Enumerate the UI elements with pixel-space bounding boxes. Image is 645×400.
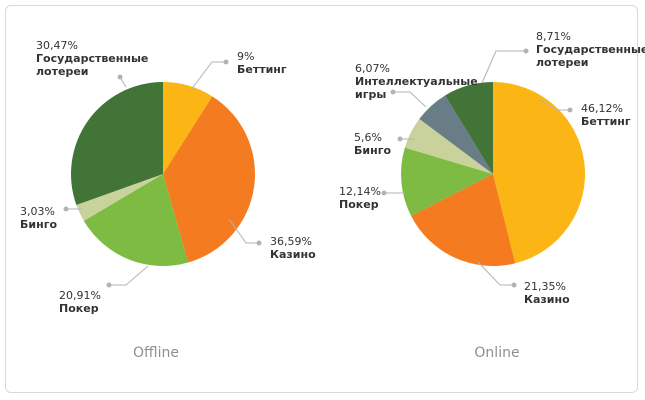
slice-label: 9%Беттинг xyxy=(190,50,287,91)
slice-percent-label: 9% xyxy=(237,50,254,63)
slice-category-label: Беттинг xyxy=(581,115,631,128)
chart-caption: Online xyxy=(474,345,519,361)
leader-dot xyxy=(381,190,387,196)
slice-category-label: лотереи xyxy=(36,65,89,78)
slice-percent-label: 30,47% xyxy=(36,39,78,52)
leader-line xyxy=(393,91,427,108)
pie-chart-online: 46,12%Беттинг 21,35%Казино 12,14%Покер 5,6%… xyxy=(339,30,645,361)
pie-slice xyxy=(70,82,163,205)
slice-label: 20,91%Покер xyxy=(59,265,149,315)
slice-label: 5,6%Бинго xyxy=(354,131,414,157)
slice-percent-label: 12,14% xyxy=(339,185,381,198)
leader-dot xyxy=(511,282,517,288)
slice-category-label: Государственные xyxy=(536,43,645,56)
leader-dot xyxy=(397,136,403,142)
slice-category-label: Беттинг xyxy=(237,63,287,76)
pie-slice xyxy=(493,82,586,264)
slice-percent-label: 20,91% xyxy=(59,289,101,302)
pie-slice xyxy=(419,95,493,174)
slice-percent-label: 21,35% xyxy=(524,280,566,293)
slice-percent-label: 3,03% xyxy=(20,205,55,218)
pie-slice xyxy=(401,147,493,216)
slice-category-label: Казино xyxy=(270,248,316,261)
pie-slice xyxy=(163,96,256,263)
leader-dot xyxy=(256,240,262,246)
leader-dot xyxy=(117,74,123,80)
leader-dot xyxy=(223,59,229,65)
pie-chart-offline: 9%Беттинг 36,59%Казино 20,91%Покер 3,03%Бин… xyxy=(20,39,316,361)
slice-category-label: Покер xyxy=(59,302,99,315)
leader-line xyxy=(190,61,226,91)
pie-slice xyxy=(76,174,163,221)
slice-percent-label: 6,07% xyxy=(355,62,390,75)
slice-percent-label: 36,59% xyxy=(270,235,312,248)
slice-category-label: Покер xyxy=(339,198,379,211)
leader-line xyxy=(538,98,570,111)
slice-label: 12,14%Покер xyxy=(339,185,405,211)
leader-dot xyxy=(567,107,573,113)
leader-line xyxy=(477,261,514,286)
slice-label: 21,35%Казино xyxy=(477,261,570,306)
leader-dot xyxy=(63,206,69,212)
leader-dot xyxy=(523,48,529,54)
pie-slice xyxy=(163,82,213,174)
slice-percent-label: 8,71% xyxy=(536,30,571,43)
leader-dot xyxy=(106,282,112,288)
pie-slice xyxy=(411,174,516,267)
slice-label: 36,59%Казино xyxy=(228,218,316,261)
pie-slice xyxy=(83,174,189,267)
pie-slice xyxy=(445,82,493,174)
slice-label: 3,03%Бинго xyxy=(20,205,82,231)
slice-category-label: Бинго xyxy=(354,144,391,157)
slice-category-label: Государственные xyxy=(36,52,148,65)
leader-line xyxy=(109,265,149,286)
pie-slice xyxy=(404,118,493,174)
slice-category-label: Бинго xyxy=(20,218,57,231)
leader-line xyxy=(481,50,526,84)
slice-category-label: лотереи xyxy=(536,56,589,69)
slice-percent-label: 46,12% xyxy=(581,102,623,115)
slice-category-label: Казино xyxy=(524,293,570,306)
leader-dot xyxy=(390,89,396,95)
slice-category-label: Интеллектуальные xyxy=(355,75,478,88)
chart-caption: Offline xyxy=(133,345,179,361)
slice-category-label: игры xyxy=(355,88,386,101)
slice-label: 46,12%Беттинг xyxy=(538,98,631,128)
slice-percent-label: 5,6% xyxy=(354,131,382,144)
leader-line xyxy=(228,218,259,244)
